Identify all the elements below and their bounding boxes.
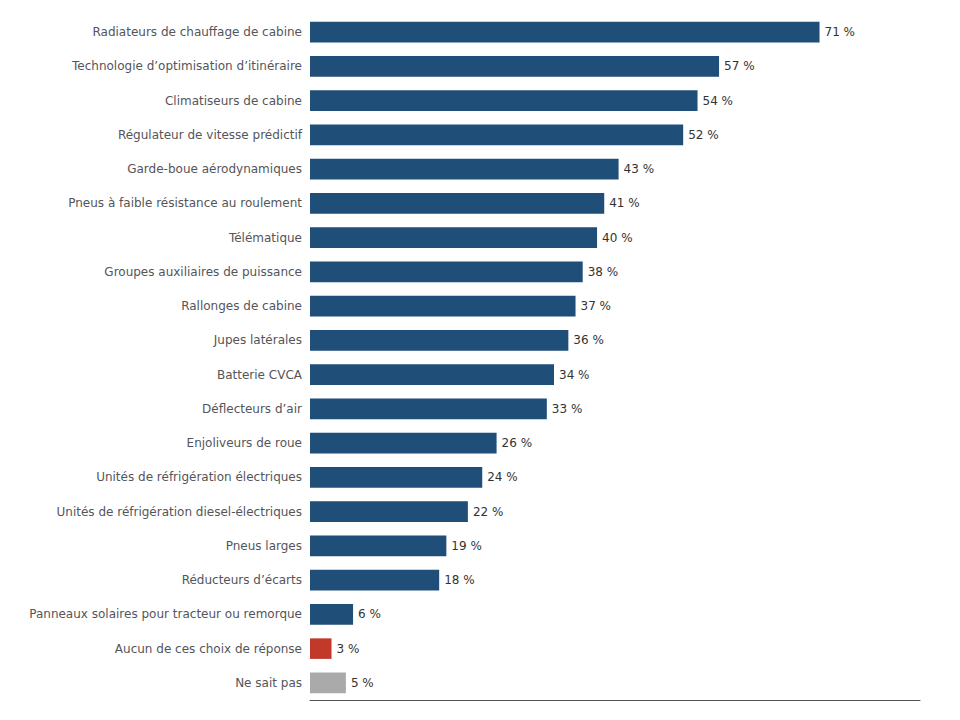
svg-text:Ne sait pas: Ne sait pas — [235, 676, 302, 690]
svg-text:Unités de réfrigération diesel: Unités de réfrigération diesel-électriqu… — [57, 505, 302, 519]
svg-text:Télématique: Télématique — [228, 231, 302, 245]
svg-text:34 %: 34 % — [559, 368, 590, 382]
svg-text:36 %: 36 % — [573, 333, 604, 347]
svg-text:22 %: 22 % — [473, 505, 504, 519]
svg-text:Garde-boue aérodynamiques: Garde-boue aérodynamiques — [127, 162, 302, 176]
svg-text:19 %: 19 % — [451, 539, 482, 553]
svg-text:Pneus à faible résistance au r: Pneus à faible résistance au roulement — [68, 196, 302, 210]
svg-text:Climatiseurs de cabine: Climatiseurs de cabine — [165, 94, 302, 108]
svg-text:33 %: 33 % — [552, 402, 583, 416]
svg-text:24 %: 24 % — [487, 470, 518, 484]
svg-text:Unités de réfrigération électr: Unités de réfrigération électriques — [96, 470, 302, 484]
svg-text:71 %: 71 % — [825, 25, 856, 39]
svg-text:41 %: 41 % — [609, 196, 640, 210]
svg-text:Batterie CVCA: Batterie CVCA — [217, 368, 303, 382]
svg-text:3 %: 3 % — [337, 642, 360, 656]
svg-text:26 %: 26 % — [502, 436, 533, 450]
svg-text:5 %: 5 % — [351, 676, 374, 690]
svg-text:37 %: 37 % — [581, 299, 612, 313]
svg-text:Aucun de ces choix de réponse: Aucun de ces choix de réponse — [115, 642, 302, 656]
svg-text:54 %: 54 % — [703, 94, 734, 108]
svg-text:Jupes latérales: Jupes latérales — [213, 333, 302, 347]
svg-text:40 %: 40 % — [602, 231, 633, 245]
svg-text:57 %: 57 % — [724, 59, 755, 73]
svg-text:6 %: 6 % — [358, 607, 381, 621]
svg-text:Réducteurs d’écarts: Réducteurs d’écarts — [182, 573, 302, 587]
svg-text:Panneaux solaires pour tracteu: Panneaux solaires pour tracteur ou remor… — [29, 607, 302, 621]
svg-text:Groupes auxiliaires de puissan: Groupes auxiliaires de puissance — [104, 265, 302, 279]
svg-text:43 %: 43 % — [624, 162, 655, 176]
svg-text:Technologie d’optimisation d’i: Technologie d’optimisation d’itinéraire — [71, 59, 302, 73]
svg-text:Enjoliveurs de roue: Enjoliveurs de roue — [187, 436, 302, 450]
svg-text:38 %: 38 % — [588, 265, 619, 279]
svg-text:52 %: 52 % — [688, 128, 719, 142]
svg-text:18 %: 18 % — [444, 573, 475, 587]
svg-text:Déflecteurs d’air: Déflecteurs d’air — [202, 402, 302, 416]
svg-text:Radiateurs de chauffage de cab: Radiateurs de chauffage de cabine — [92, 25, 302, 39]
svg-text:Régulateur de vitesse prédicti: Régulateur de vitesse prédictif — [118, 128, 303, 142]
svg-text:Rallonges de cabine: Rallonges de cabine — [181, 299, 302, 313]
svg-text:Pneus larges: Pneus larges — [226, 539, 302, 553]
